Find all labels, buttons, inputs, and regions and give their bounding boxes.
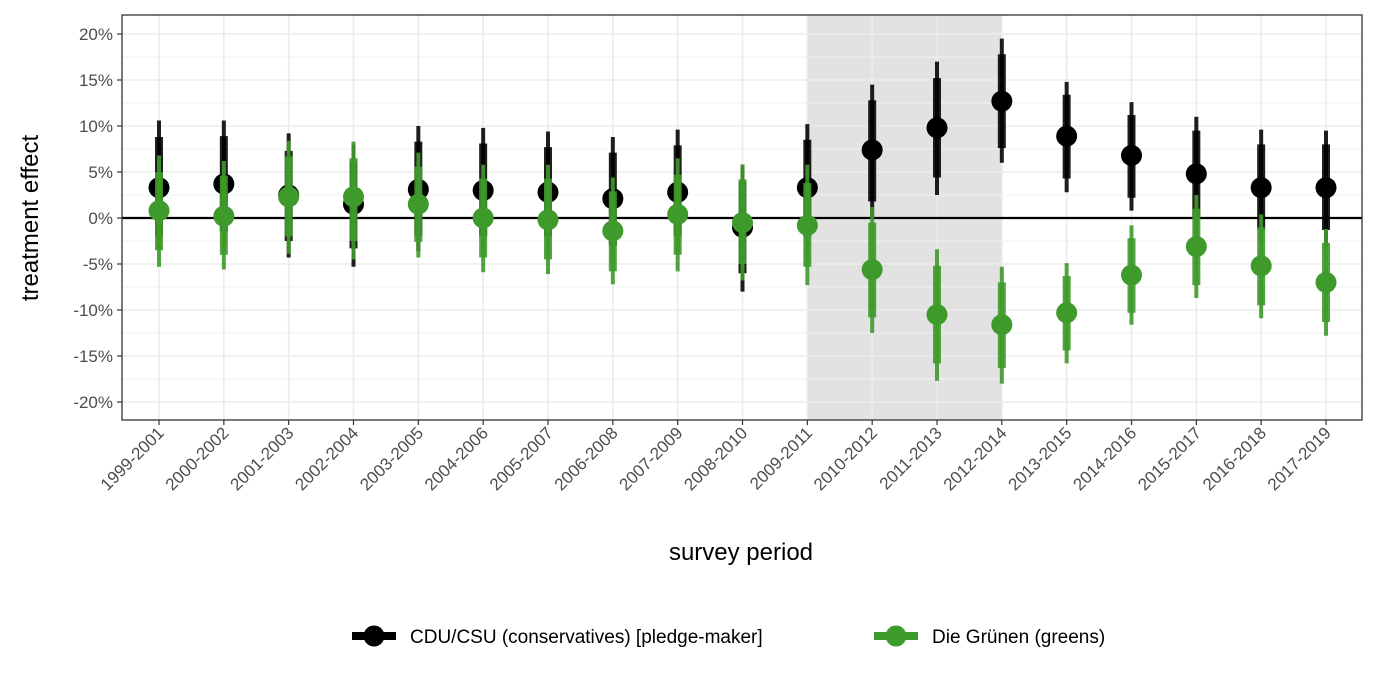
- y-tick-label: 20%: [79, 25, 113, 44]
- y-tick-label: -5%: [83, 255, 113, 274]
- point-estimate: [343, 186, 364, 208]
- point-estimate: [1185, 236, 1207, 258]
- point-estimate: [991, 90, 1013, 112]
- point-estimate: [861, 139, 883, 161]
- legend: CDU/CSU (conservatives) [pledge-maker] Di…: [352, 625, 1105, 648]
- point-estimate: [1315, 177, 1337, 199]
- y-tick-label: -10%: [73, 301, 113, 320]
- x-tick-label: 2015-2017: [1134, 423, 1205, 494]
- point-estimate: [1250, 177, 1272, 199]
- x-tick-label: 2004-2006: [421, 423, 492, 494]
- x-tick-label: 2001-2003: [227, 423, 298, 494]
- point-estimate: [1056, 302, 1078, 324]
- x-tick-label: 2008-2010: [680, 423, 751, 494]
- point-estimate: [407, 193, 429, 215]
- y-axis-ticks: -20% -15% -10% -5% 0% 5% 10% 15% 20%: [73, 25, 122, 412]
- point-estimate: [732, 212, 753, 234]
- point-estimate: [1056, 125, 1078, 147]
- point-estimate: [926, 304, 948, 326]
- point-estimate: [1185, 163, 1207, 185]
- y-tick-label: 10%: [79, 117, 113, 136]
- data-marks: [148, 38, 1337, 384]
- point-estimate: [1121, 144, 1142, 166]
- x-tick-label: 2003-2005: [356, 423, 427, 494]
- x-tick-label: 2000-2002: [162, 423, 233, 494]
- point-estimate: [148, 200, 170, 222]
- x-tick-label: 2017-2019: [1264, 423, 1335, 494]
- legend-key-gruene: [874, 625, 918, 647]
- y-tick-label: 5%: [88, 163, 113, 182]
- x-tick-label: 2012-2014: [940, 423, 1011, 494]
- x-tick-label: 2007-2009: [616, 423, 687, 494]
- point-estimate: [1121, 264, 1142, 286]
- point-estimate: [1250, 255, 1272, 277]
- point-estimate: [926, 117, 948, 139]
- y-tick-label: -20%: [73, 393, 113, 412]
- legend-key-point: [363, 625, 385, 647]
- legend-key-point: [885, 625, 907, 647]
- legend-label-cdu-csu: CDU/CSU (conservatives) [pledge-maker]: [410, 627, 763, 648]
- y-tick-label: 15%: [79, 71, 113, 90]
- point-estimate: [537, 209, 559, 231]
- series-gruene: [148, 140, 1337, 384]
- x-axis-title: survey period: [669, 539, 813, 566]
- x-tick-label: 2010-2012: [810, 423, 881, 494]
- x-tick-label: 1999-2001: [97, 423, 168, 494]
- x-tick-label: 2002-2004: [291, 423, 362, 494]
- x-tick-label: 2014-2016: [1069, 423, 1140, 494]
- point-estimate: [472, 207, 494, 229]
- x-tick-label: 2005-2007: [486, 423, 557, 494]
- x-tick-label: 2016-2018: [1199, 423, 1270, 494]
- x-tick-label: 2006-2008: [551, 423, 622, 494]
- x-tick-label: 2013-2015: [1005, 423, 1076, 494]
- point-estimate: [796, 214, 818, 236]
- point-estimate: [278, 186, 300, 208]
- y-tick-label: 0%: [88, 209, 113, 228]
- x-tick-label: 2011-2013: [876, 423, 946, 493]
- point-estimate: [602, 220, 624, 242]
- point-estimate: [861, 259, 883, 281]
- point-estimate: [667, 203, 689, 225]
- legend-label-gruene: Die Grünen (greens): [932, 627, 1105, 648]
- point-estimate: [991, 314, 1013, 336]
- legend-key-cdu-csu: [352, 625, 396, 647]
- x-tick-label: 2009-2011: [746, 423, 816, 493]
- point-estimate: [213, 205, 235, 227]
- x-axis-ticks: 1999-20012000-20022001-20032002-20042003…: [97, 420, 1335, 494]
- y-axis-title: treatment effect: [17, 135, 44, 302]
- point-estimate: [1315, 271, 1337, 293]
- y-tick-label: -15%: [73, 347, 113, 366]
